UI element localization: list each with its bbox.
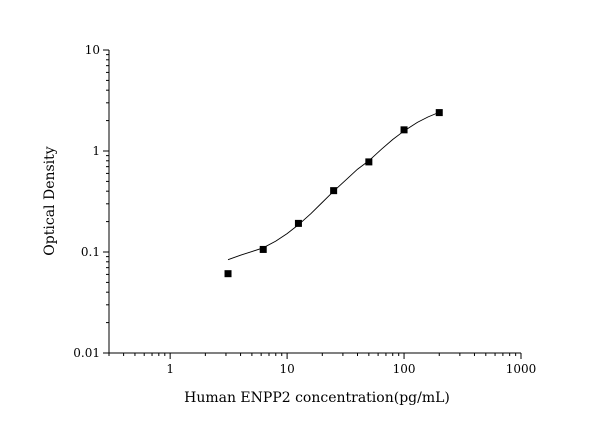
data-point bbox=[259, 245, 267, 253]
data-point bbox=[365, 158, 373, 166]
x-axis-title: Human ENPP2 concentration(pg/mL) bbox=[184, 390, 450, 406]
x-tick-label: 100 bbox=[393, 362, 416, 376]
fit-curve-group bbox=[227, 111, 440, 261]
ticks: 0.01 0.1 1 10 1 10 100 1000 bbox=[73, 43, 536, 376]
data-point bbox=[435, 109, 443, 117]
x-tick-label: 10 bbox=[279, 362, 294, 376]
y-tick-label: 10 bbox=[85, 43, 100, 57]
y-tick-label: 1 bbox=[92, 144, 100, 158]
data-points bbox=[224, 109, 443, 278]
x-tick-label: 1000 bbox=[506, 362, 537, 376]
x-tick-label: 1 bbox=[166, 362, 174, 376]
data-point bbox=[400, 126, 408, 134]
axes bbox=[108, 50, 521, 354]
data-point bbox=[294, 219, 302, 227]
y-tick-label: 0.1 bbox=[81, 245, 100, 259]
y-tick-label: 0.01 bbox=[73, 346, 100, 360]
fit-curve bbox=[227, 111, 440, 261]
data-point bbox=[330, 187, 338, 195]
y-axis-title: Optical Density bbox=[42, 146, 58, 255]
data-point bbox=[224, 270, 232, 278]
